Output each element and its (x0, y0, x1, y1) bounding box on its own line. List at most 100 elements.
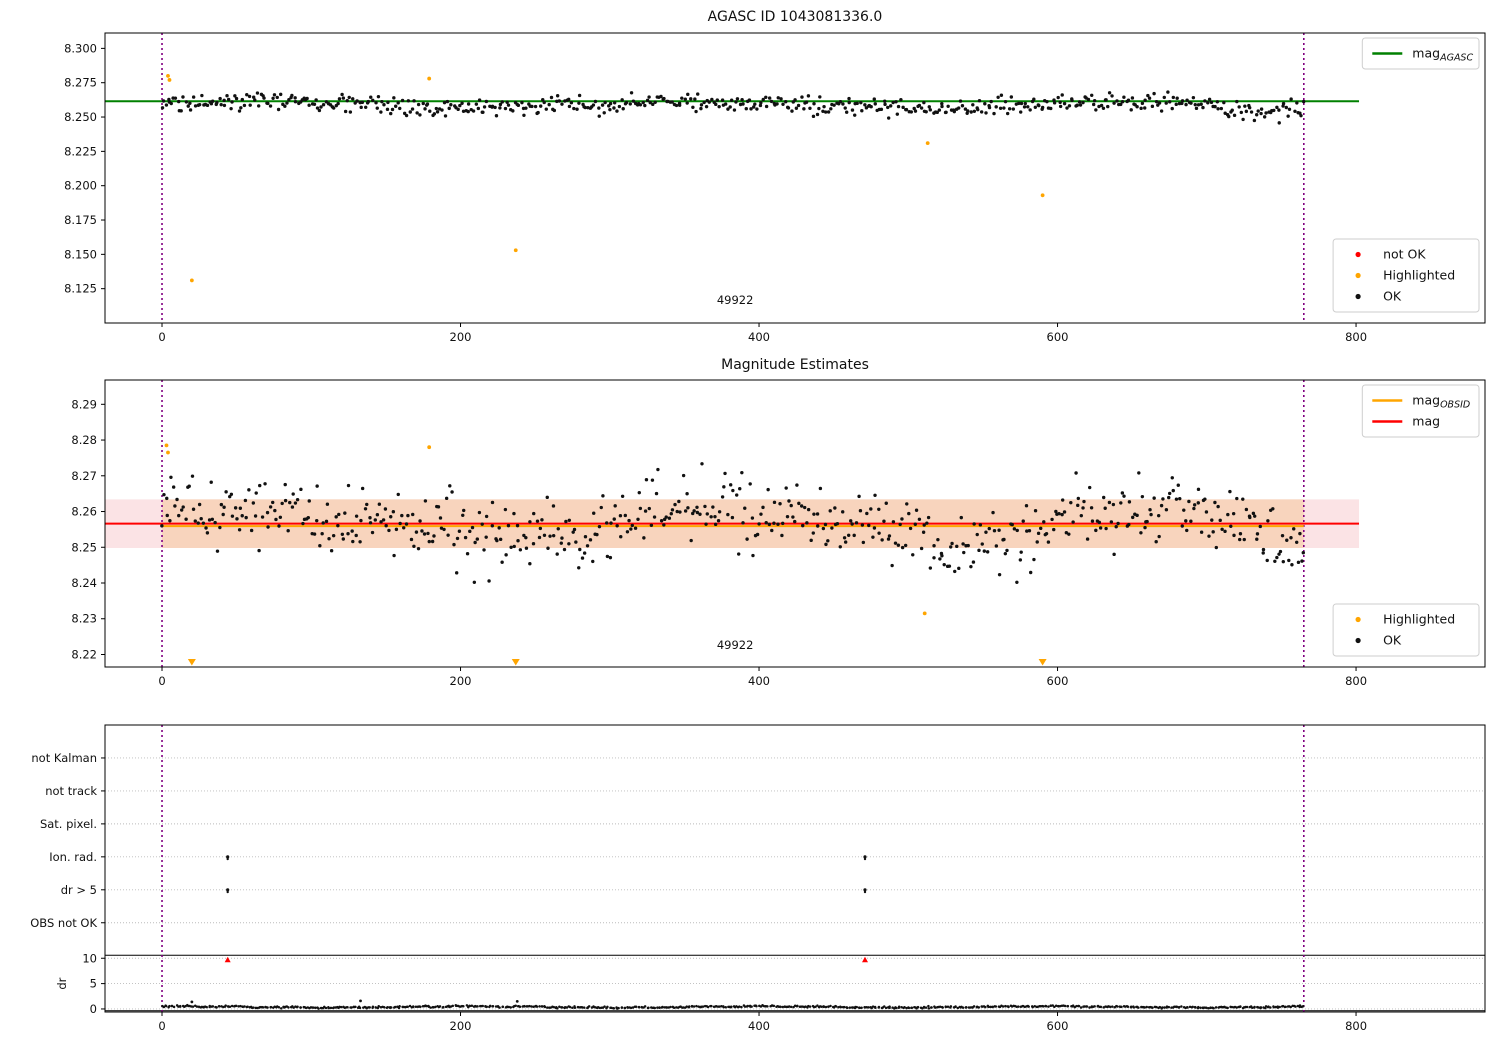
x-tick-label: 800 (1345, 1019, 1367, 1033)
legend-item-label: not OK (1383, 247, 1426, 262)
y-tick-label: 8.27 (71, 469, 97, 483)
highlighted-point (922, 611, 927, 616)
flag-point (863, 855, 867, 859)
x-tick-label: 0 (158, 1019, 165, 1033)
legend-item-label: magAGASC (1412, 46, 1473, 64)
magnitude-estimates-panel: 49922 0 200 400 600 800 8.29 8.28 8.27 8.26 8.25 8.… (71, 379, 1486, 688)
flag-point (863, 890, 867, 894)
legend-marker-sample (1355, 616, 1361, 623)
flag-point (226, 888, 230, 892)
legend-box (1332, 603, 1480, 657)
y-tick-label: 8.200 (64, 179, 97, 193)
x-tick-label: 600 (1047, 1019, 1069, 1033)
dr-outlier-point (190, 1000, 194, 1004)
highlighted-point (427, 445, 432, 450)
highlighted-point (427, 76, 432, 81)
y-tick-label: 8.24 (71, 576, 97, 590)
x-tick-label: 400 (748, 1019, 770, 1033)
panel-title-agasc: AGASC ID 1043081336.0 (708, 9, 883, 25)
y-tick-label: 8.29 (71, 397, 97, 411)
x-tick-label: 200 (450, 330, 472, 344)
highlighted-point (189, 278, 194, 283)
flags-dr-panel: 0 200 400 600 800 not Kalman not track Sat. pix… (30, 724, 1486, 1033)
flag-point (226, 890, 229, 894)
category-label: not track (45, 784, 97, 798)
legend: not OK Highlighted OK (1332, 238, 1480, 313)
dr-axis-label: dr (55, 977, 69, 989)
ok-scatter (161, 1003, 1305, 1010)
category-label: Ion. rad. (49, 850, 97, 864)
legend-item-label: OK (1383, 633, 1402, 648)
legend-item-label: OK (1383, 289, 1402, 304)
highlighted-point (1040, 193, 1045, 198)
y-tick-label: 8.23 (71, 612, 97, 626)
not-ok-marker (862, 956, 868, 963)
legend-item-label: Highlighted (1383, 612, 1455, 627)
legend-marker-sample (1355, 293, 1361, 300)
highlighted-point (513, 248, 518, 253)
axes-frame (104, 724, 1486, 1013)
clipped-point-triangle (1038, 659, 1047, 666)
legend-marker-sample (1355, 251, 1361, 258)
legend: magOBSID mag (1361, 384, 1480, 438)
ok-scatter (160, 90, 1306, 125)
obsid-annotation: 49922 (717, 638, 754, 652)
x-tick-label: 600 (1047, 330, 1069, 344)
x-tick-label: 0 (158, 674, 165, 688)
dr-outlier-point (515, 999, 519, 1003)
x-tick-label: 600 (1047, 674, 1069, 688)
legend-item-label: mag (1412, 414, 1440, 429)
flag-point (863, 857, 867, 861)
category-label: OBS not OK (30, 916, 97, 930)
category-label: not Kalman (31, 751, 97, 765)
legend-box (1361, 384, 1480, 438)
highlighted-point (167, 78, 172, 82)
x-tick-label: 800 (1345, 674, 1367, 688)
legend-box (1332, 238, 1480, 313)
clipped-point-triangle (187, 659, 196, 666)
x-tick-label: 800 (1345, 330, 1367, 344)
x-tick-label: 400 (748, 674, 770, 688)
x-tick-label: 400 (748, 330, 770, 344)
obsid-annotation: 49922 (717, 293, 754, 307)
y-tick-label: 8.26 (71, 505, 97, 519)
legend-item-label: Highlighted (1383, 268, 1455, 283)
highlighted-point (164, 443, 169, 448)
dr-tick-label: 0 (90, 1002, 97, 1016)
x-tick-label: 200 (450, 674, 472, 688)
dr-tick-label: 10 (82, 951, 97, 965)
x-tick-label: 200 (450, 1019, 472, 1033)
highlighted-point (166, 73, 170, 78)
y-tick-label: 8.250 (64, 110, 97, 124)
axes-frame (104, 32, 1486, 324)
y-tick-label: 8.28 (71, 433, 97, 447)
y-tick-label: 8.175 (64, 213, 97, 227)
highlighted-point (166, 450, 170, 455)
highlighted-point (925, 141, 930, 146)
ok-scatter (160, 462, 1305, 584)
y-tick-label: 8.275 (64, 76, 97, 90)
flag-point (226, 857, 229, 861)
y-tick-label: 8.22 (71, 647, 97, 661)
flag-point (863, 888, 867, 892)
flag-point (226, 855, 230, 859)
not-ok-marker (224, 956, 231, 963)
category-label: Sat. pixel. (40, 817, 97, 831)
y-tick-label: 8.225 (64, 144, 97, 158)
dr-outlier-point (359, 999, 362, 1003)
clipped-point-triangle (511, 659, 520, 666)
y-tick-label: 8.300 (64, 41, 97, 55)
legend-box (1361, 37, 1480, 70)
y-tick-label: 8.150 (64, 247, 97, 261)
dr-tick-label: 5 (90, 977, 97, 991)
mag-agasc-panel: 49922 0 200 400 600 800 8.300 8.275 8.250 8.225 8.… (64, 32, 1486, 344)
legend: magAGASC (1361, 37, 1480, 70)
y-tick-label: 8.125 (64, 282, 97, 296)
legend: Highlighted OK (1332, 603, 1480, 657)
y-tick-label: 8.25 (71, 540, 97, 554)
legend-marker-sample (1355, 637, 1361, 644)
category-label: dr > 5 (61, 883, 97, 897)
